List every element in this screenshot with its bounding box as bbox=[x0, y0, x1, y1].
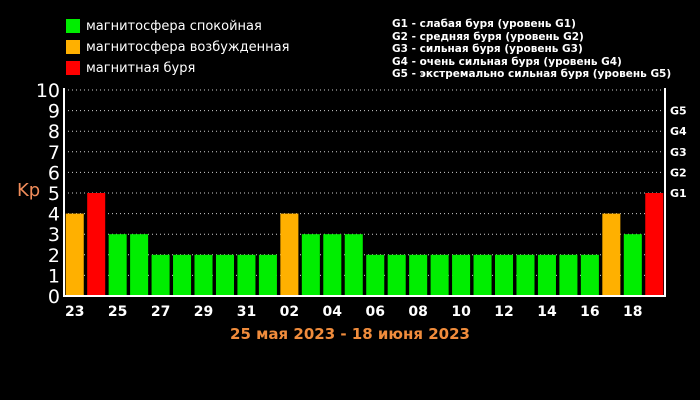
x-tick-label: 31 bbox=[237, 304, 256, 320]
y-tick-label: 5 bbox=[48, 183, 60, 205]
bar bbox=[130, 234, 149, 296]
y-tick-label: 0 bbox=[48, 286, 60, 308]
bar bbox=[473, 254, 492, 296]
date-range-subtitle: 25 мая 2023 - 18 июня 2023 bbox=[230, 325, 470, 343]
bar bbox=[645, 193, 664, 296]
y-tick-label: 6 bbox=[48, 162, 60, 184]
legend-item-excited: магнитосфера возбужденная bbox=[66, 39, 289, 55]
bar bbox=[559, 254, 578, 296]
x-tick-label: 02 bbox=[280, 304, 299, 320]
y-tick-label: 9 bbox=[48, 101, 60, 123]
bar bbox=[516, 254, 535, 296]
x-tick-label: 06 bbox=[365, 304, 384, 320]
y-tick-label: 2 bbox=[48, 245, 60, 267]
bar bbox=[409, 254, 428, 296]
storm-level-g2: G2 - средняя буря (уровень G2) bbox=[392, 30, 584, 43]
x-tick-label: 16 bbox=[580, 304, 599, 320]
bar bbox=[430, 254, 449, 296]
y-tick-label: 4 bbox=[48, 204, 60, 226]
bar bbox=[151, 254, 170, 296]
legend-label-storm: магнитная буря bbox=[86, 60, 196, 76]
bar bbox=[323, 234, 342, 296]
x-tick-label: 12 bbox=[494, 304, 513, 320]
x-tick-label: 29 bbox=[194, 304, 213, 320]
bar bbox=[258, 254, 277, 296]
bar bbox=[108, 234, 127, 296]
storm-level-g1: G1 - слабая буря (уровень G1) bbox=[392, 18, 576, 30]
storm-level-g5: G5 - экстремально сильная буря (уровень … bbox=[392, 68, 672, 80]
bar bbox=[215, 254, 234, 296]
right-tick-label: G2 bbox=[670, 166, 687, 179]
storm-level-g3: G3 - сильная буря (уровень G3) bbox=[392, 43, 583, 55]
bar bbox=[366, 254, 385, 296]
bar bbox=[344, 234, 363, 296]
bar bbox=[537, 254, 556, 296]
legend-swatch-storm bbox=[66, 61, 80, 75]
legend-swatch-calm bbox=[66, 19, 80, 33]
x-tick-label: 25 bbox=[108, 304, 127, 320]
bar bbox=[173, 254, 192, 296]
bar bbox=[602, 213, 621, 296]
y-tick-label: 10 bbox=[36, 80, 60, 102]
bar bbox=[623, 234, 642, 296]
bar bbox=[65, 213, 84, 296]
x-tick-label: 18 bbox=[623, 304, 642, 320]
y-axis-label: Kp bbox=[17, 180, 41, 201]
x-tick-label: 14 bbox=[537, 304, 557, 320]
right-tick-label: G1 bbox=[670, 187, 687, 200]
x-tick-label: 08 bbox=[408, 304, 427, 320]
storm-level-legend: G1 - слабая буря (уровень G1) G2 - средн… bbox=[392, 18, 671, 81]
storm-level-g4: G4 - очень сильная буря (уровень G4) bbox=[392, 55, 622, 68]
legend-item-calm: магнитосфера спокойная bbox=[66, 18, 262, 34]
x-tick-label: 10 bbox=[451, 304, 471, 320]
y-tick-label: 3 bbox=[48, 224, 60, 246]
legend-swatch-excited bbox=[66, 40, 80, 54]
y-tick-label: 7 bbox=[48, 142, 60, 164]
x-tick-label: 23 bbox=[65, 304, 84, 320]
bar bbox=[495, 254, 514, 296]
right-tick-label: G4 bbox=[670, 125, 687, 138]
bar bbox=[280, 213, 299, 296]
legend-label-excited: магнитосфера возбужденная bbox=[86, 39, 290, 55]
bar bbox=[301, 234, 320, 296]
y-tick-label: 1 bbox=[48, 265, 60, 287]
bar bbox=[87, 193, 106, 296]
legend-item-storm: магнитная буря bbox=[66, 60, 195, 76]
right-tick-label: G3 bbox=[670, 146, 687, 159]
y-tick-label: 8 bbox=[48, 121, 60, 143]
x-tick-label: 27 bbox=[151, 304, 170, 320]
bar bbox=[580, 254, 599, 296]
bar bbox=[387, 254, 406, 296]
bar bbox=[194, 254, 213, 296]
legend-label-calm: магнитосфера спокойная bbox=[86, 18, 262, 34]
right-tick-label: G5 bbox=[670, 105, 687, 118]
bar bbox=[237, 254, 256, 296]
bar bbox=[452, 254, 471, 296]
x-tick-label: 04 bbox=[323, 304, 343, 320]
